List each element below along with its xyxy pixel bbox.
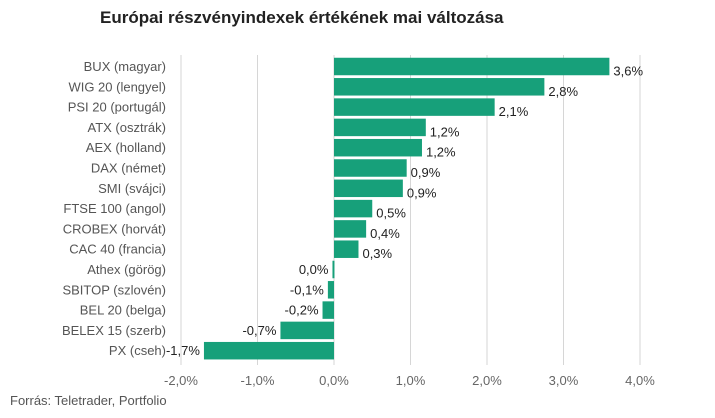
data-label: 1,2%	[426, 145, 456, 160]
x-tick-label: 1,0%	[396, 373, 426, 388]
category-label: BELEX 15 (szerb)	[62, 323, 166, 338]
category-label: DAX (német)	[91, 161, 166, 176]
x-tick-label: -2,0%	[164, 373, 198, 388]
data-label: 0,9%	[407, 185, 437, 200]
category-label: PX (cseh)	[109, 343, 166, 358]
x-tick-label: -1,0%	[241, 373, 275, 388]
category-label: FTSE 100 (angol)	[63, 201, 166, 216]
x-tick-label: 4,0%	[625, 373, 655, 388]
category-label: SMI (svájci)	[98, 181, 166, 196]
category-label: BUX (magyar)	[84, 59, 166, 74]
bar	[334, 98, 495, 116]
bar	[334, 179, 403, 198]
bar	[334, 220, 367, 238]
category-label: WIG 20 (lengyel)	[68, 79, 166, 94]
source-note: Forrás: Teletrader, Portfolio	[10, 393, 167, 408]
data-label: 0,9%	[411, 165, 441, 180]
data-label: 1,2%	[430, 124, 460, 139]
data-label: -0,7%	[242, 323, 276, 338]
category-label: PSI 20 (portugál)	[68, 100, 166, 115]
chart-title: Európai részvényindexek értékének mai vá…	[100, 8, 504, 27]
data-label: 3,6%	[613, 64, 643, 79]
bar	[203, 341, 334, 360]
bar	[322, 301, 334, 319]
data-label: 2,1%	[499, 104, 529, 119]
category-label: Athex (görög)	[87, 262, 166, 277]
x-tick-label: 2,0%	[472, 373, 502, 388]
bar	[334, 159, 407, 177]
bar	[334, 240, 359, 258]
bar	[334, 199, 373, 218]
category-label: SBITOP (szlovén)	[62, 282, 166, 297]
data-label: 2,8%	[548, 84, 578, 99]
bar	[334, 118, 426, 137]
data-label: 0,0%	[299, 262, 329, 277]
x-tick-label: 0,0%	[319, 373, 349, 388]
data-label: -1,7%	[166, 343, 200, 358]
bar	[280, 321, 334, 340]
category-label: CAC 40 (francia)	[69, 242, 166, 257]
category-label: BEL 20 (belga)	[80, 303, 166, 318]
bar	[334, 57, 610, 76]
category-label: CROBEX (horvát)	[63, 221, 166, 236]
data-label: -0,1%	[290, 282, 324, 297]
data-label: 0,4%	[370, 226, 400, 241]
bar	[334, 78, 545, 96]
data-label: -0,2%	[285, 303, 319, 318]
data-label: 0,3%	[362, 246, 392, 261]
category-label: AEX (holland)	[86, 140, 166, 155]
category-label: ATX (osztrák)	[88, 120, 167, 135]
bar	[334, 138, 422, 157]
x-tick-label: 3,0%	[549, 373, 579, 388]
bar	[327, 281, 334, 299]
bar	[332, 260, 335, 279]
data-label: 0,5%	[376, 206, 406, 221]
